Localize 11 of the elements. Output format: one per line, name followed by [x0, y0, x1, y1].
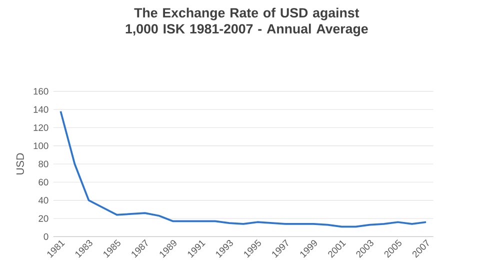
y-axis-title: USD	[16, 153, 24, 174]
y-tick-label: 140	[34, 106, 48, 113]
y-tick-label: 160	[34, 88, 48, 95]
y-tick-label: 40	[38, 197, 48, 204]
y-tick-label: 100	[34, 142, 48, 150]
y-tick-label: 80	[38, 160, 48, 168]
y-tick-label: 0	[44, 233, 48, 240]
chart-title: The Exchange Rate of USD against 1,000 ISK 1981-2007 - Annual Average	[126, 8, 368, 36]
y-tick-label: 120	[34, 124, 48, 131]
y-tick-label: 60	[38, 178, 48, 186]
y-tick-label: 20	[38, 215, 48, 222]
